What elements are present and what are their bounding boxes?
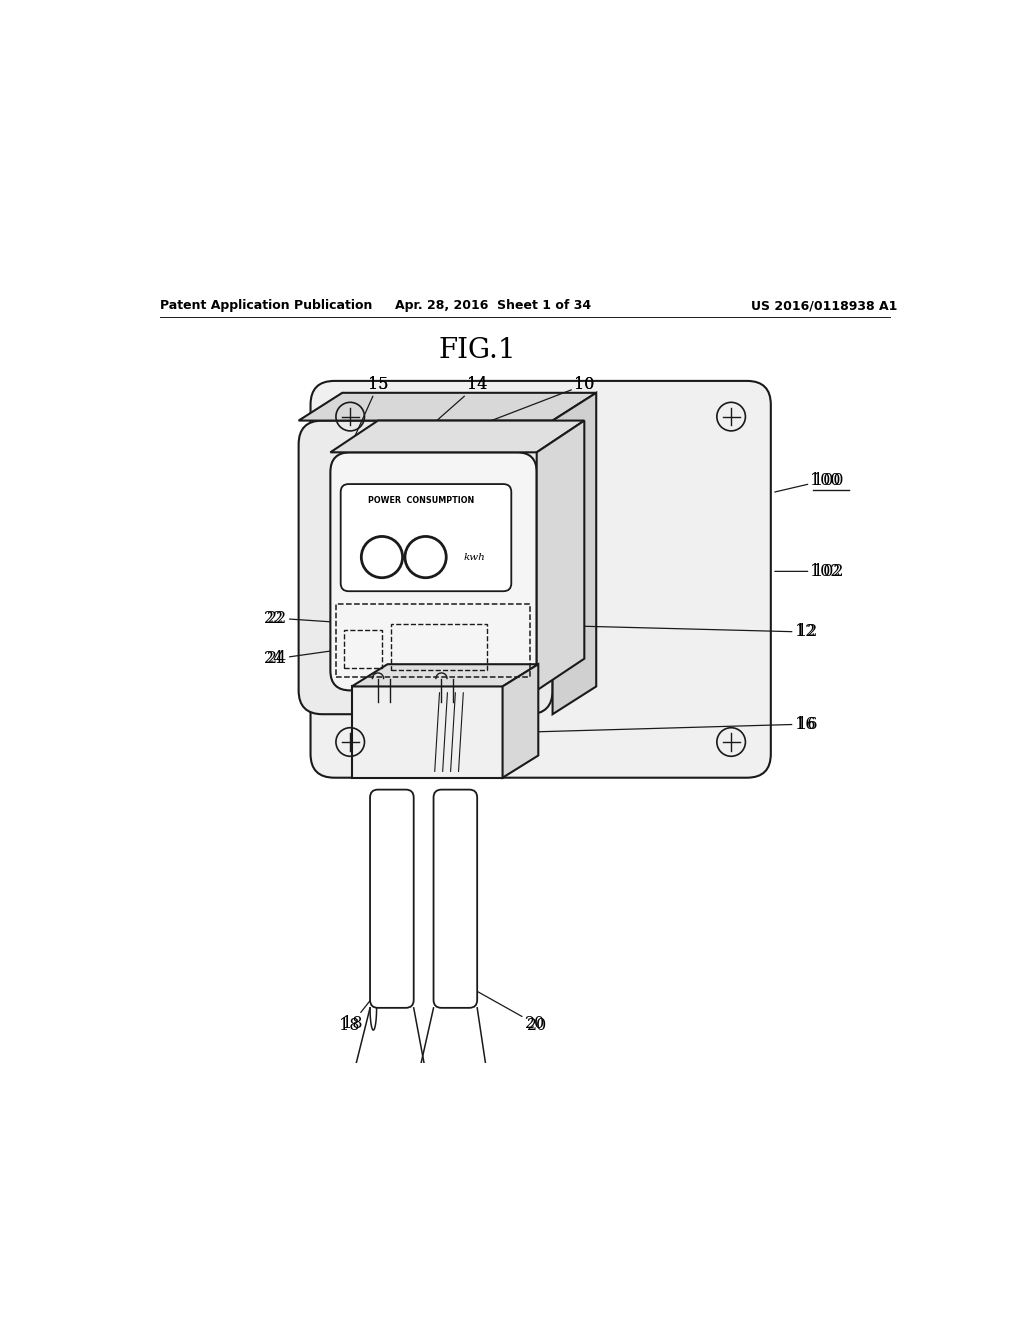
FancyBboxPatch shape (341, 484, 511, 591)
FancyBboxPatch shape (331, 453, 537, 690)
Text: 14: 14 (402, 376, 487, 450)
Text: Apr. 28, 2016  Sheet 1 of 34: Apr. 28, 2016 Sheet 1 of 34 (395, 300, 591, 312)
Text: 16: 16 (797, 715, 817, 733)
Polygon shape (299, 393, 596, 421)
Bar (391, 624, 486, 669)
Text: 10: 10 (475, 376, 595, 426)
Text: US 2016/0118938 A1: US 2016/0118938 A1 (752, 300, 898, 312)
Text: FIG.1: FIG.1 (438, 337, 516, 364)
Text: 100: 100 (813, 471, 844, 488)
Text: 10: 10 (574, 376, 595, 393)
Text: 20: 20 (527, 1016, 548, 1034)
Text: 102: 102 (813, 562, 844, 579)
Text: 20: 20 (464, 983, 545, 1032)
Polygon shape (503, 664, 539, 777)
Text: kwh: kwh (464, 553, 485, 561)
Text: 16: 16 (527, 715, 815, 733)
Text: 100: 100 (775, 471, 841, 492)
Text: 12: 12 (579, 623, 815, 640)
Text: 18: 18 (342, 983, 383, 1032)
Bar (336, 605, 530, 677)
Text: 102: 102 (775, 562, 841, 579)
FancyBboxPatch shape (310, 381, 771, 777)
Text: 15: 15 (342, 376, 388, 465)
Text: 15: 15 (368, 376, 388, 393)
Text: 14: 14 (467, 376, 487, 393)
Text: 18: 18 (339, 1016, 359, 1034)
Polygon shape (352, 664, 539, 686)
FancyBboxPatch shape (299, 421, 553, 714)
Text: Patent Application Publication: Patent Application Publication (160, 300, 372, 312)
Polygon shape (331, 421, 585, 453)
Text: 24: 24 (266, 649, 344, 667)
FancyBboxPatch shape (370, 789, 414, 1008)
Bar (352, 686, 503, 777)
Text: POWER  CONSUMPTION: POWER CONSUMPTION (368, 496, 474, 506)
Text: 12: 12 (797, 623, 817, 640)
FancyBboxPatch shape (433, 789, 477, 1008)
Text: 22: 22 (264, 610, 285, 627)
Polygon shape (553, 393, 596, 714)
Polygon shape (537, 421, 585, 690)
Text: 22: 22 (266, 610, 336, 627)
Text: 24: 24 (264, 651, 285, 667)
Bar (344, 630, 382, 668)
